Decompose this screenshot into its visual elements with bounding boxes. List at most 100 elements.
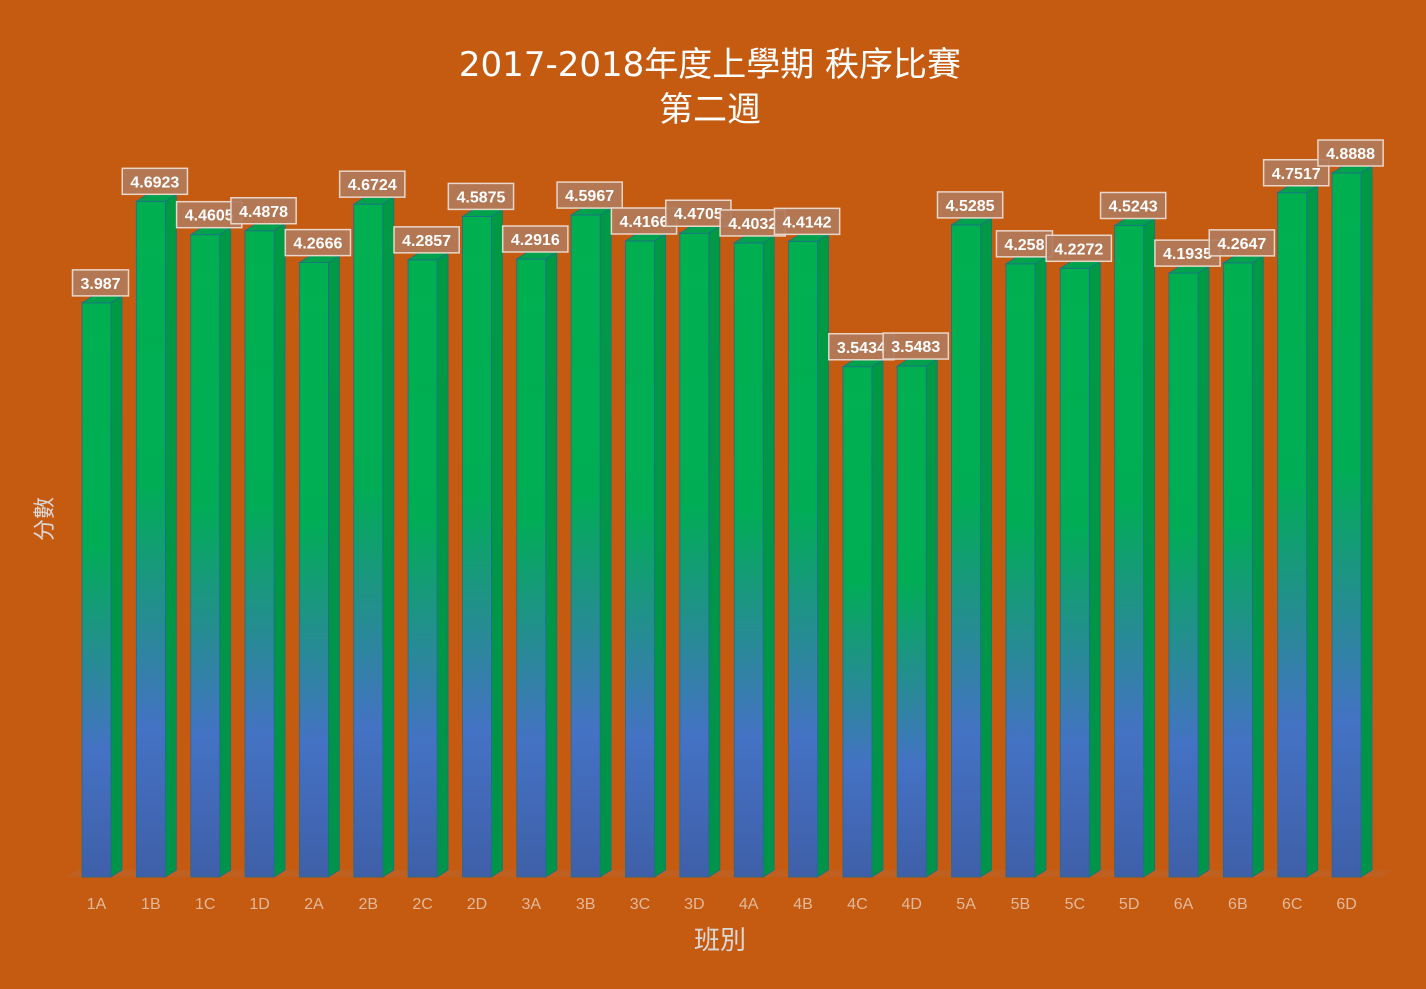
bar-front [462, 215, 492, 878]
data-label-box [882, 332, 950, 360]
bar-5b [1004, 256, 1048, 878]
data-label-6b: 4.2647 [1208, 229, 1276, 257]
bar-side [110, 295, 123, 878]
bar-front [244, 230, 275, 878]
x-tick-label: 1C [195, 896, 215, 913]
bar-4a [732, 235, 776, 878]
data-label-box [1317, 139, 1384, 167]
bar-side [762, 235, 775, 878]
data-label-1d: 4.4878 [230, 197, 297, 225]
bar-front [625, 240, 655, 878]
bar-3c [624, 233, 667, 878]
bar-6b [1221, 255, 1265, 878]
data-label-text: 4.4705 [674, 206, 723, 223]
bar-4c [841, 359, 885, 878]
bar-1a [80, 295, 124, 878]
data-label-5a: 4.5285 [936, 191, 1004, 219]
bar-side [1034, 256, 1047, 878]
data-label-2c: 4.2857 [393, 226, 460, 254]
bar-side [871, 359, 884, 878]
x-tick-label: 5C [1065, 896, 1085, 913]
data-label-box [936, 191, 1004, 219]
x-tick-label: 4C [847, 896, 867, 913]
bar-side [817, 233, 829, 878]
data-label-text: 4.6923 [130, 174, 179, 191]
data-label-text: 4.4878 [239, 204, 288, 221]
bar-4d [895, 358, 939, 878]
data-label-text: 4.5967 [565, 188, 614, 205]
data-label-6d: 4.8888 [1317, 139, 1384, 167]
bar-front [1222, 262, 1253, 878]
bar-front [81, 302, 112, 878]
data-label-box [121, 167, 189, 196]
bar-1c [189, 226, 233, 878]
x-tick-label: 3A [522, 896, 542, 913]
data-label-2b: 4.6724 [338, 170, 406, 198]
data-label-box [71, 269, 130, 297]
data-label-text: 4.5285 [946, 198, 995, 215]
x-axis-tick-labels: 1A 1B 1C 1D 2A 2B 2C 2D 3A 3B 3C 3D 4A 4B 4C 4D 5A 5B 5C 5D… [87, 896, 1357, 913]
bar-6c [1276, 185, 1320, 878]
bar-front [298, 262, 329, 878]
data-label-text: 3.5483 [891, 339, 940, 356]
bar-side [273, 223, 286, 878]
bar-side [164, 193, 177, 878]
bar-side [925, 358, 938, 878]
data-label-box [556, 181, 623, 209]
data-label-5d: 4.5243 [1099, 191, 1167, 220]
bar-front [842, 366, 873, 878]
bar-6a [1167, 265, 1211, 878]
x-tick-label: 6B [1228, 896, 1248, 913]
data-label-4d: 3.5483 [882, 332, 950, 360]
bar-front [951, 224, 981, 878]
x-tick-label: 1B [141, 896, 161, 913]
x-tick-label: 6D [1336, 896, 1356, 913]
bar-1b [134, 193, 178, 878]
data-label-5c: 4.2272 [1045, 234, 1113, 263]
bar-side [436, 252, 449, 878]
data-label-text: 4.1935 [1163, 246, 1212, 263]
bar-side [382, 196, 395, 878]
data-label-2a: 4.2666 [284, 228, 352, 257]
bar-side [708, 225, 721, 878]
data-label-box [393, 226, 460, 254]
bar-3b [569, 207, 613, 878]
x-tick-label: 2A [304, 896, 324, 913]
data-label-3b: 4.5967 [556, 181, 623, 209]
bar-5c [1058, 260, 1102, 878]
data-label-box [230, 197, 297, 225]
bar-1d [243, 223, 287, 878]
data-label-box [338, 170, 406, 198]
data-label-box [1045, 234, 1113, 263]
x-tick-label: 6C [1282, 896, 1302, 913]
x-tick-label: 2D [467, 896, 487, 913]
data-label-text: 3.5434 [837, 340, 886, 357]
bar-front [353, 203, 384, 878]
data-label-text: 4.2647 [1217, 236, 1266, 253]
data-label-text: 4.2666 [293, 236, 342, 253]
bar-2d [461, 208, 504, 878]
data-label-box [1099, 191, 1167, 220]
bar-side [1251, 255, 1264, 878]
bar-side [545, 251, 558, 878]
bar-6d [1330, 165, 1374, 878]
data-label-text: 4.5875 [456, 189, 505, 206]
bar-front [1168, 272, 1199, 878]
bar-2a [298, 254, 341, 878]
data-label-text: 4.4166 [620, 214, 669, 231]
data-label-text: 4.4032 [728, 216, 777, 233]
bar-4b [787, 233, 830, 878]
bar-side [654, 233, 666, 878]
x-tick-label: 3D [684, 896, 704, 913]
bar-series [80, 165, 1374, 878]
bar-side [980, 217, 992, 878]
data-labels: 3.987 4.6923 4.4605 4.4878 4.2666 4.6724 4.285… [71, 139, 1384, 361]
chart-title-line-2: 第二週 [659, 90, 761, 130]
bar-front [733, 242, 764, 878]
data-label-2d: 4.5875 [447, 182, 515, 211]
bar-side [219, 226, 232, 878]
data-label-box [773, 207, 841, 236]
x-tick-label: 2B [358, 896, 378, 913]
data-label-box [1208, 229, 1276, 257]
